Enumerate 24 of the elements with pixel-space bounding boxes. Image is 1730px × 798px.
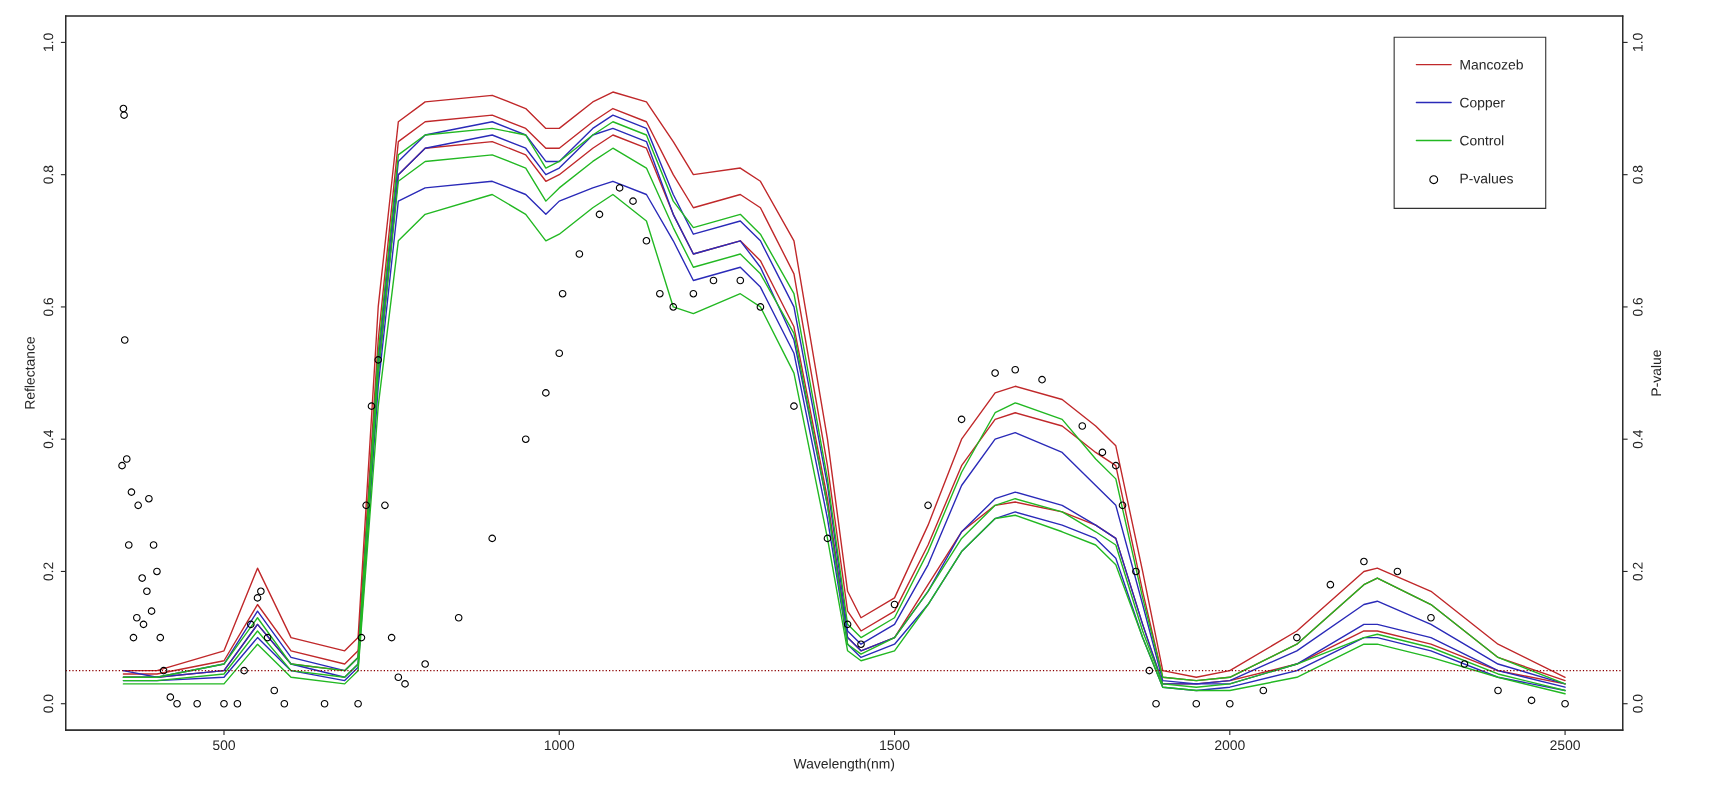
y2-tick-label: 0.6 [1632,297,1643,317]
y2-tick-label: 0.8 [1632,165,1643,184]
y2-tick-label: 0.2 [1632,562,1643,581]
legend-label: Mancozeb [1460,59,1523,70]
y-axis-title: Reflectance [24,337,35,409]
legend-label: Control [1460,135,1504,146]
y2-axis-title: P-value [1650,350,1662,396]
y2-tick-label: 0.4 [1632,429,1643,449]
y2-tick-label: 1.0 [1632,33,1643,52]
legend-label: P-values [1460,173,1513,184]
y-tick-label: 0.0 [43,694,54,713]
x-tick-label: 2500 [1550,740,1580,751]
legend-label: Copper [1460,97,1505,111]
y-tick-label: 0.2 [43,562,54,581]
y-tick-label: 0.6 [43,297,54,317]
y-tick-label: 0.4 [43,429,54,449]
x-tick-label: 1500 [880,740,910,751]
x-axis-title: Wavelength(nm) [793,758,895,772]
x-tick-label: 2000 [1215,740,1245,751]
x-tick-label: 1000 [544,740,575,751]
y-tick-label: 0.8 [43,165,54,184]
y-tick-label: 1.0 [43,33,54,52]
x-tick-label: 500 [212,740,236,751]
y2-tick-label: 0.0 [1632,694,1643,713]
